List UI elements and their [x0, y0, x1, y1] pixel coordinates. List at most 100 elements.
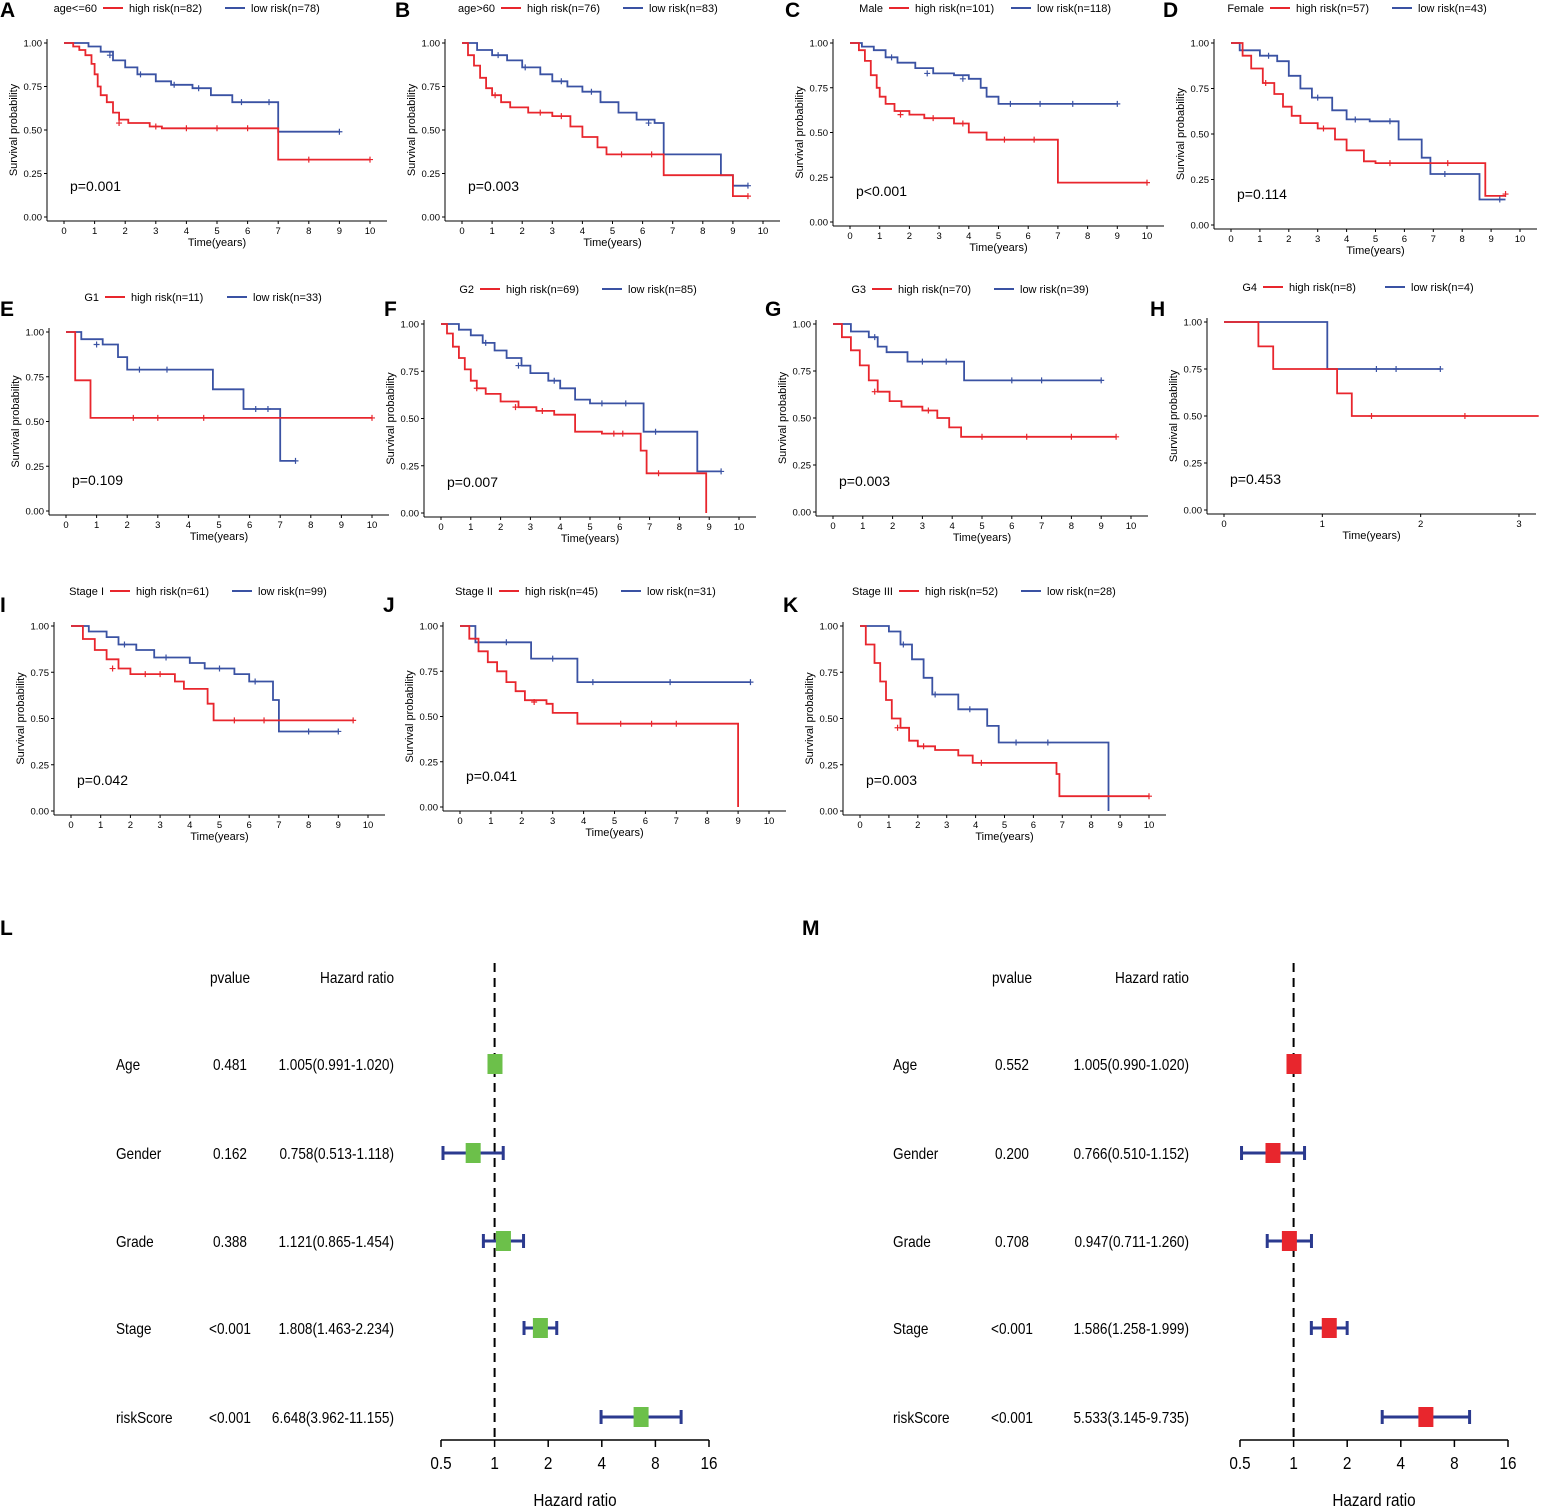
legend-low-label: low risk(n=85) — [628, 284, 697, 296]
x-tick-label: 1 — [877, 231, 882, 242]
low-risk-censor-mark — [1098, 377, 1105, 384]
high-risk-curve — [64, 42, 370, 161]
x-tick-label: 3 — [550, 226, 555, 237]
x-tick-label: 2 — [1418, 519, 1423, 530]
x-tick-label: 6 — [1026, 231, 1031, 242]
low-risk-curve — [850, 42, 1118, 105]
legend-group-label: Stage III — [852, 586, 893, 598]
panel-letter: J — [383, 594, 395, 617]
variable-name: riskScore — [893, 1410, 950, 1427]
high-risk-curve — [850, 42, 1147, 184]
variable-name: Grade — [893, 1234, 931, 1251]
legend-low-label: low risk(n=39) — [1020, 284, 1089, 296]
x-tick-label: 2 — [1286, 234, 1291, 245]
variable-pvalue: <0.001 — [209, 1321, 251, 1338]
p-value-label: p=0.001 — [70, 178, 121, 194]
high-risk-censor-mark — [1144, 179, 1150, 186]
x-tick-label: 2 — [498, 522, 503, 533]
legend-high-label: high risk(n=101) — [915, 3, 994, 15]
km-panel-G: G G3 high risk(n=70) low risk(n=39) 0.00 0.25… — [765, 284, 1148, 544]
y-tick-label: 1.00 — [793, 320, 812, 331]
high-risk-curve — [1224, 321, 1539, 417]
km-panel-D: D Female high risk(n=57) low risk(n=43) 0.00… — [1163, 0, 1537, 257]
variable-hazard-ratio: 1.121(0.865-1.454) — [278, 1234, 394, 1251]
variable-pvalue: 0.388 — [213, 1234, 247, 1251]
variable-hazard-ratio: 1.808(1.463-2.234) — [278, 1321, 394, 1338]
x-tick-label: 5 — [587, 522, 592, 533]
x-tick-label: 4 — [187, 820, 192, 831]
y-axis-title: Survival probability — [804, 672, 816, 765]
x-tick-label: 5 — [217, 820, 222, 831]
legend-high-label: high risk(n=69) — [506, 284, 579, 296]
x-tick-label: 8 — [1460, 234, 1465, 245]
x-tick-label: 4 — [581, 816, 586, 827]
variable-name: Age — [893, 1057, 917, 1074]
variable-name: Age — [116, 1057, 140, 1074]
low-risk-censor-mark — [1314, 94, 1321, 101]
y-axis-title: Survival probability — [1175, 87, 1187, 180]
y-tick-label: 0.75 — [810, 83, 829, 94]
x-tick-label: 6 — [1402, 234, 1407, 245]
low-risk-censor-mark — [252, 678, 259, 685]
legend-high-label: high risk(n=61) — [136, 586, 209, 598]
x-tick-label: 10 — [1126, 521, 1137, 532]
x-tick-label: 7 — [670, 226, 675, 237]
variable-pvalue: 0.708 — [995, 1234, 1029, 1251]
legend-group-label: G3 — [851, 284, 866, 296]
x-tick-label: 4 — [186, 520, 191, 531]
legend-group-label: Female — [1227, 3, 1264, 15]
hazard-ratio-marker — [1418, 1407, 1434, 1427]
high-risk-censor-mark — [979, 433, 985, 440]
p-value-label: p=0.007 — [447, 474, 498, 490]
high-risk-censor-mark — [897, 111, 904, 118]
variable-pvalue: <0.001 — [209, 1410, 251, 1427]
forest-x-tick-label: 2 — [544, 1453, 553, 1473]
y-tick-label: 0.50 — [422, 126, 441, 137]
x-tick-label: 3 — [936, 231, 941, 242]
low-risk-censor-mark — [1437, 366, 1444, 372]
hazard-ratio-marker — [495, 1231, 511, 1251]
low-risk-censor-mark — [163, 654, 170, 661]
x-tick-label: 10 — [734, 522, 745, 533]
panel-letter: H — [1150, 298, 1165, 321]
y-axis-title: Survival probability — [385, 372, 397, 465]
low-risk-censor-mark — [238, 99, 245, 106]
y-tick-label: 0.00 — [26, 507, 45, 518]
x-axis-title: Time(years) — [188, 237, 246, 249]
low-risk-censor-mark — [121, 641, 128, 648]
variable-hazard-ratio: 5.533(3.145-9.735) — [1073, 1410, 1189, 1427]
variable-pvalue: 0.162 — [213, 1146, 247, 1163]
y-tick-label: 1.00 — [1191, 39, 1210, 50]
high-risk-censor-mark — [959, 120, 966, 127]
x-tick-label: 6 — [245, 226, 250, 237]
high-risk-censor-mark — [200, 414, 207, 421]
low-risk-censor-mark — [588, 88, 595, 95]
low-risk-censor-mark — [1008, 377, 1015, 384]
y-tick-label: 0.25 — [26, 462, 45, 473]
low-risk-curve — [1231, 42, 1506, 201]
low-risk-censor-mark — [551, 377, 558, 384]
x-tick-label: 5 — [996, 231, 1001, 242]
low-risk-curve — [833, 323, 1102, 382]
x-tick-label: 5 — [610, 226, 615, 237]
x-tick-label: 1 — [886, 820, 891, 831]
x-tick-label: 10 — [1144, 820, 1155, 831]
low-risk-censor-mark — [1069, 100, 1076, 107]
y-tick-label: 1.00 — [24, 39, 43, 50]
legend-group-label: G1 — [84, 292, 99, 304]
panel-letter: K — [783, 594, 798, 617]
high-risk-censor-mark — [920, 743, 927, 750]
forest-x-tick-label: 16 — [1499, 1453, 1516, 1473]
x-tick-label: 6 — [1009, 521, 1014, 532]
x-tick-label: 9 — [339, 520, 344, 531]
legend-group-label: Stage II — [455, 586, 493, 598]
high-risk-censor-mark — [350, 717, 357, 724]
x-tick-label: 1 — [488, 816, 493, 827]
low-risk-curve — [462, 42, 748, 187]
high-risk-censor-mark — [154, 414, 161, 421]
low-risk-censor-mark — [924, 70, 931, 77]
high-risk-censor-mark — [109, 665, 116, 672]
x-tick-label: 0 — [830, 521, 835, 532]
legend-high-label: high risk(n=76) — [527, 3, 600, 15]
low-risk-curve — [1224, 321, 1441, 370]
